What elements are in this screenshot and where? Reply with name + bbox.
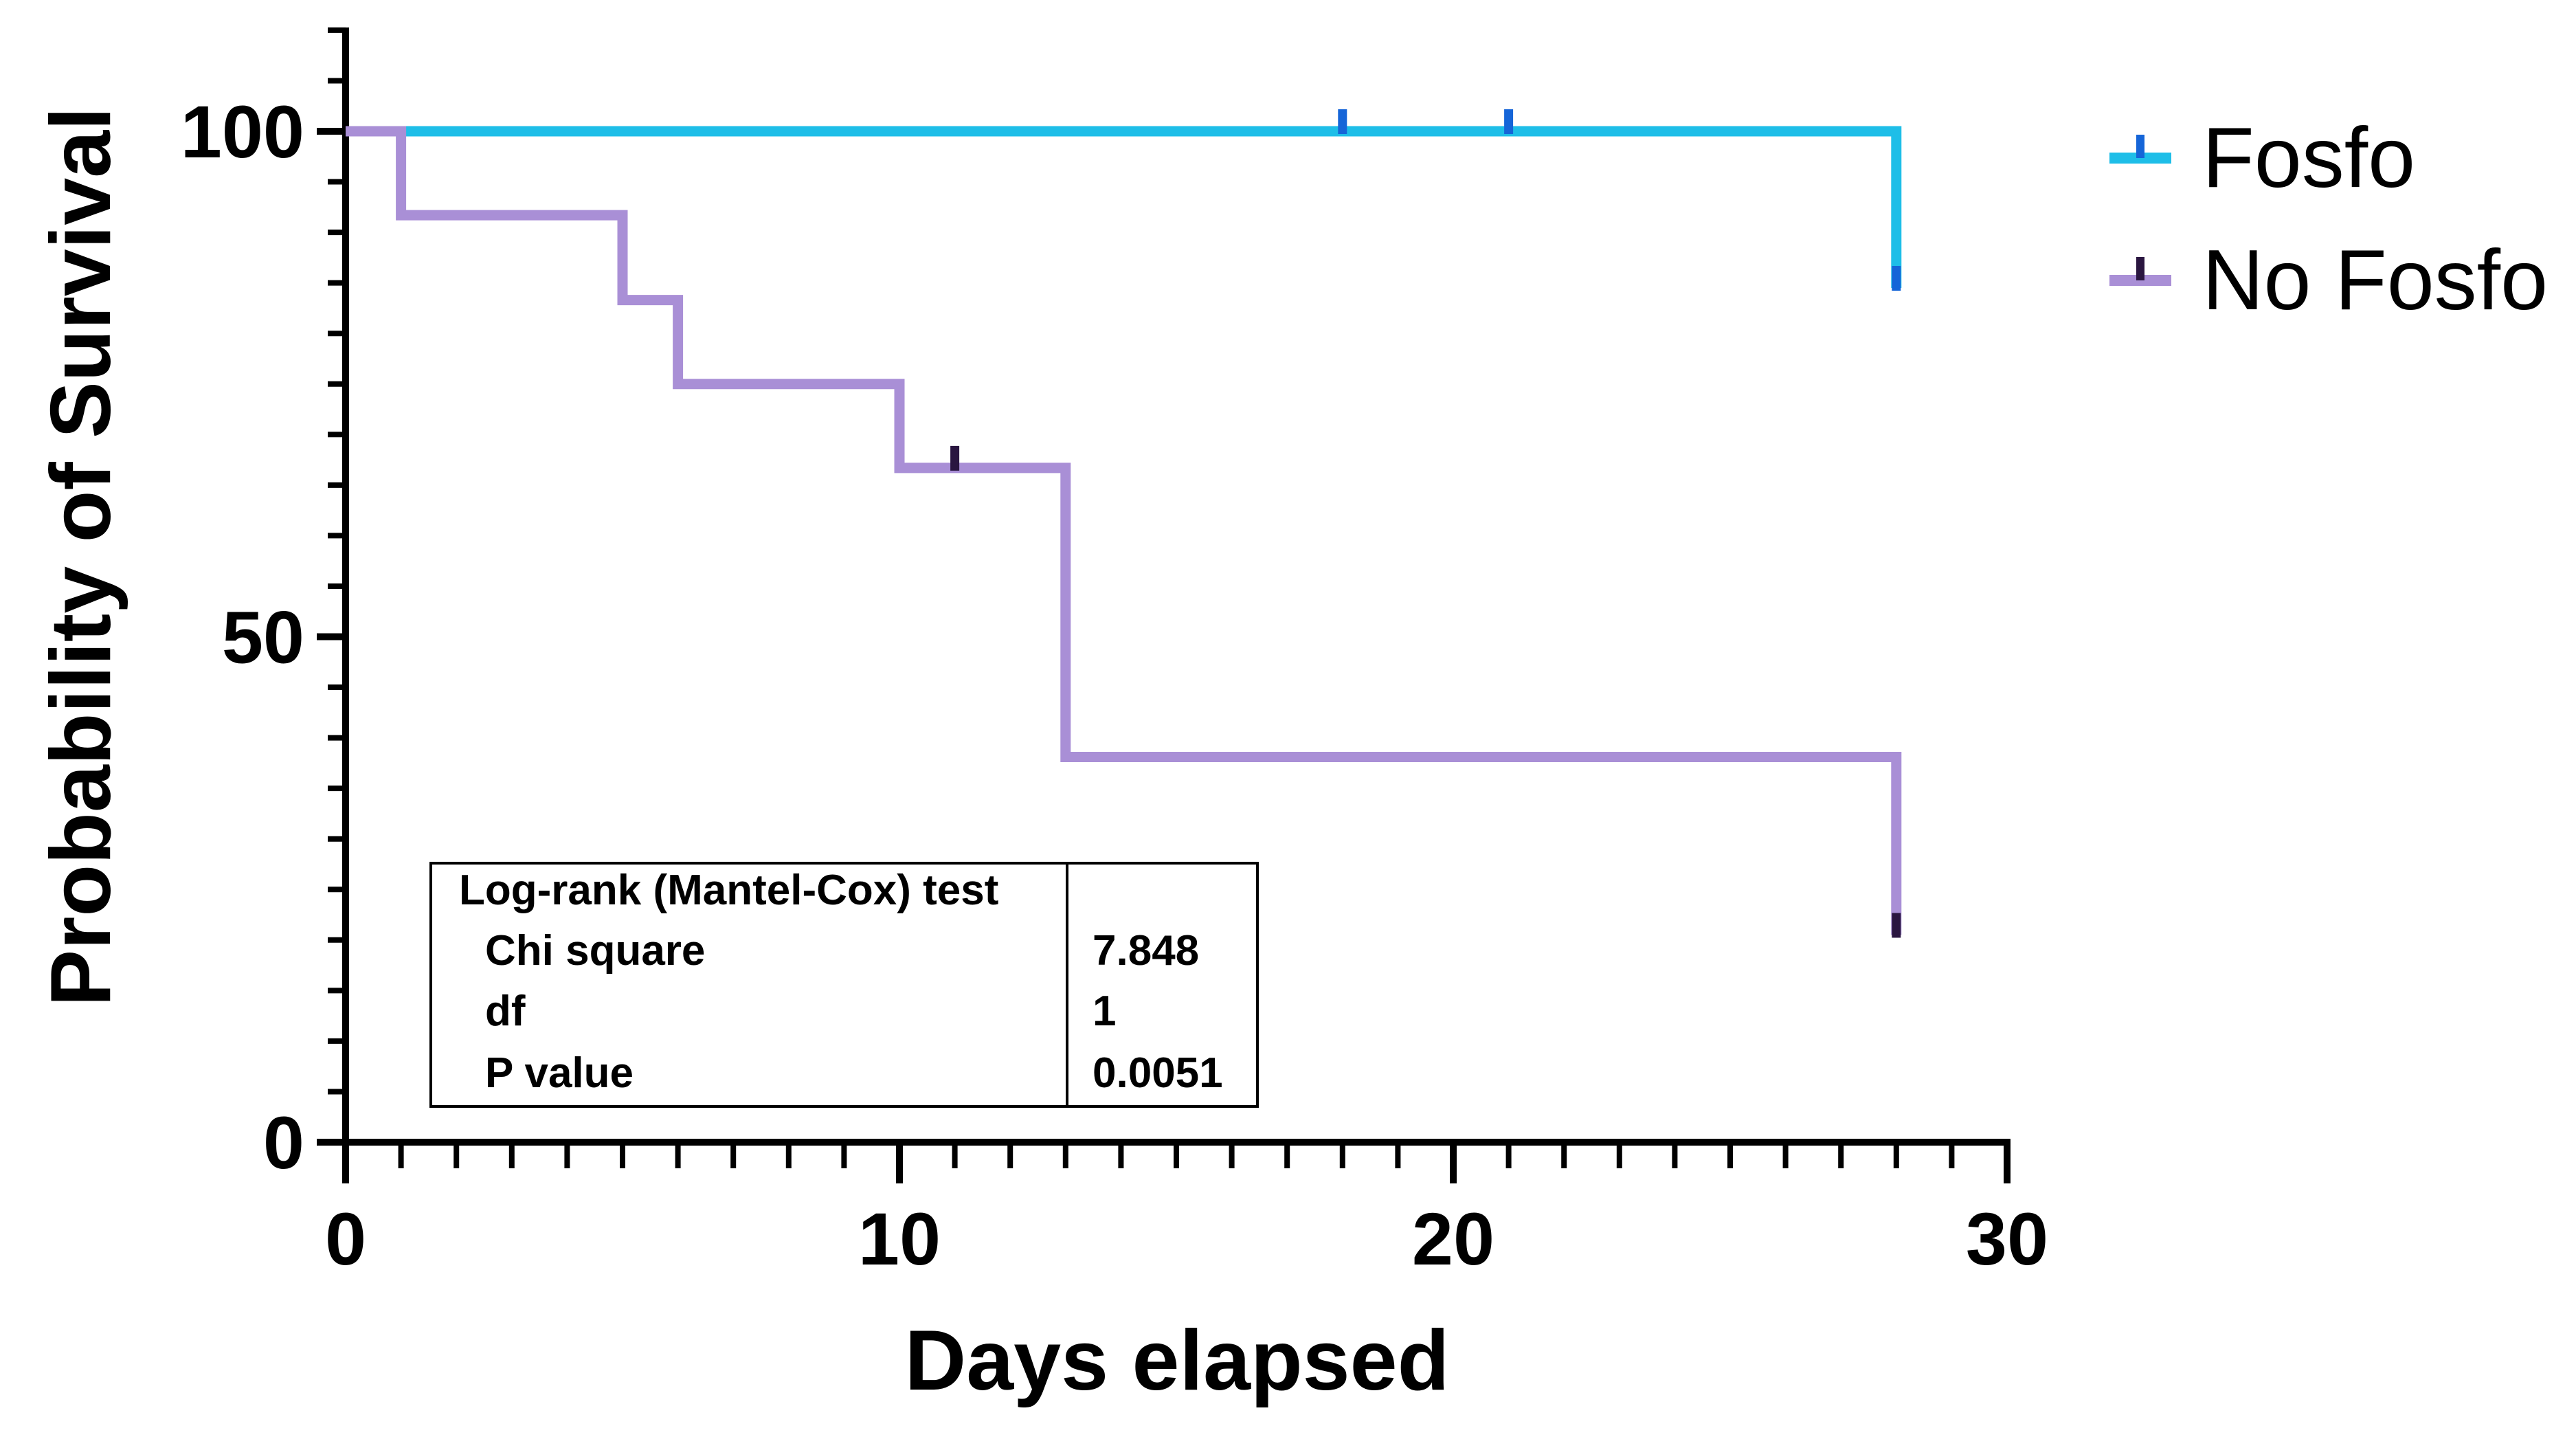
logrank-row-label: Chi square xyxy=(485,927,705,974)
logrank-row-label: df xyxy=(485,988,526,1035)
logrank-row-label: P value xyxy=(485,1049,634,1097)
x-axis-ticks: 0 10 20 30 xyxy=(325,1142,2048,1280)
logrank-row-value: 7.848 xyxy=(1093,927,1199,974)
y-tick-label: 100 xyxy=(181,90,304,173)
legend: Fosfo No Fosfo xyxy=(2109,111,2548,328)
y-tick-label: 0 xyxy=(263,1101,304,1184)
legend-label-fosfo: Fosfo xyxy=(2202,111,2415,205)
logrank-row-value: 0.0051 xyxy=(1093,1049,1223,1097)
axes: 0 50 100 0 10 20 30 xyxy=(181,27,2048,1280)
logrank-row-value: 1 xyxy=(1093,988,1116,1035)
survival-curve-no-fosfo xyxy=(346,126,1902,935)
x-tick-label: 30 xyxy=(1966,1197,2048,1280)
y-axis-ticks: 0 50 100 xyxy=(181,27,346,1184)
logrank-table-border xyxy=(429,862,1259,1108)
x-tick-label: 10 xyxy=(858,1197,941,1280)
legend-label-no-fosfo: No Fosfo xyxy=(2202,233,2548,328)
x-tick-label: 20 xyxy=(1412,1197,1494,1280)
logrank-table: Log-rank (Mantel-Cox) test Chi square 7.… xyxy=(429,862,1259,1108)
y-axis-title: Probability of Survival xyxy=(34,107,128,1006)
survival-curve-fosfo xyxy=(346,126,1902,289)
logrank-table-header: Log-rank (Mantel-Cox) test xyxy=(459,867,998,914)
y-tick-label: 50 xyxy=(222,596,304,679)
x-tick-label: 0 xyxy=(325,1197,366,1280)
x-axis-title: Days elapsed xyxy=(905,1313,1450,1408)
series-layer xyxy=(346,109,1902,938)
